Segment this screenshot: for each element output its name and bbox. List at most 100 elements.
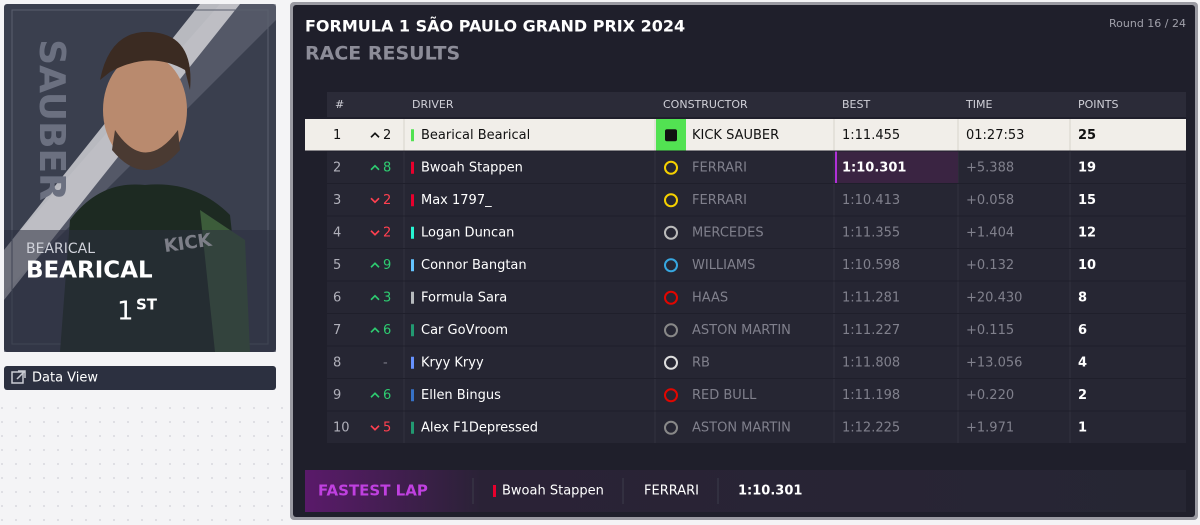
best-lap: 1:11.808 [842,355,900,370]
team-logo [664,290,678,305]
position-change: - [383,355,388,370]
points: 10 [1078,258,1096,273]
round: Round 16 / 24 [1109,17,1186,30]
team-logo [664,160,678,175]
position-change: 2 [383,193,391,208]
points: 6 [1078,323,1087,338]
position: 6 [333,290,341,305]
best-lap: 1:10.301 [842,160,906,175]
arrow-up [370,392,380,398]
driver: Ellen Bingus [421,388,501,403]
constructor: FERRARI [692,193,747,208]
time: +13.056 [966,355,1022,370]
points: 1 [1078,420,1087,435]
driver: Max 1797_ [421,193,492,208]
team-color-bar [411,421,414,434]
position: 1 [333,128,341,143]
time: +0.132 [966,258,1014,273]
driver: Connor Bangtan [421,258,527,273]
column-header: CONSTRUCTOR [663,98,748,111]
first-name: BEARICAL [26,241,95,257]
team-color-bar [411,324,414,337]
row [305,119,1186,151]
position: 7 [333,323,341,338]
column-header: # [335,98,344,111]
driver: Logan Duncan [421,225,514,240]
constructor: RED BULL [692,388,757,403]
constructor: KICK SAUBER [692,128,779,143]
constructor: FERRARI [692,160,747,175]
points: 15 [1078,193,1096,208]
time: +0.220 [966,388,1014,403]
row [327,281,1186,313]
team-logo [664,193,678,208]
constructor: ASTON MARTIN [692,420,791,435]
position: 9 [333,388,341,403]
driver: Bwoah Stappen [421,160,523,175]
team-color-bar [411,389,414,402]
team-logo [664,225,678,240]
row [327,314,1186,346]
position: 8 [333,355,341,370]
button-label[interactable]: Data View [32,371,98,386]
team-vertical: SAUBER [31,39,72,201]
position: 2 [333,160,341,175]
best-lap: 1:11.198 [842,388,900,403]
row [327,249,1186,281]
fastest-lap-time: 1:10.301 [738,484,802,499]
team-color-bar [411,161,414,174]
driver: Bearical Bearical [421,128,530,143]
fastest-lap-driver: Bwoah Stappen [502,484,604,499]
time: +1.971 [966,420,1014,435]
title: FORMULA 1 SÃO PAULO GRAND PRIX 2024 [305,17,685,36]
arrow-up [370,164,380,171]
team-logo [664,258,678,273]
position: 4 [333,225,341,240]
table-header [327,92,1186,117]
fastest-lap-label: FASTEST LAP [318,482,428,500]
team-color-bar [411,291,414,304]
best-lap: 1:10.598 [842,258,900,273]
driver-card: SAUBER KICK BEARICAL BEARICAL 1 ST [4,4,276,352]
fastest-best-edge [835,151,837,183]
arrow-down [370,425,380,431]
team-color-bar [411,226,414,239]
position: 1 [117,297,134,327]
position-change: 2 [383,128,391,143]
time: +0.058 [966,193,1014,208]
row [327,411,1186,443]
constructor: RB [692,355,710,370]
points: 8 [1078,290,1087,305]
row [327,379,1186,411]
points: 12 [1078,225,1096,240]
subtitle: RACE RESULTS [305,43,460,65]
team-logo [665,129,677,142]
column-header: POINTS [1078,98,1118,111]
time: 01:27:53 [966,128,1024,143]
position: 10 [333,420,350,435]
constructor: ASTON MARTIN [692,323,791,338]
points: 25 [1078,128,1096,143]
position: 3 [333,193,341,208]
position-change: 6 [383,388,391,403]
constructor: MERCEDES [692,225,764,240]
constructor: HAAS [692,290,728,305]
team-logo [664,420,678,435]
points: 2 [1078,388,1087,403]
best-lap: 1:11.355 [842,225,900,240]
time: +1.404 [966,225,1014,240]
position-change: 8 [383,160,391,175]
fastest-best-bg [835,151,958,183]
team-logo [664,388,678,403]
column-header: BEST [842,98,870,111]
position-change: 2 [383,225,391,240]
best-lap: 1:12.225 [842,420,900,435]
data-view-button[interactable]: Data View [4,366,276,390]
points: 19 [1078,160,1096,175]
position-suffix: ST [136,296,158,314]
best-lap: 1:10.413 [842,193,900,208]
constructor: WILLIAMS [692,258,755,273]
row [327,151,1186,183]
row [327,346,1186,378]
